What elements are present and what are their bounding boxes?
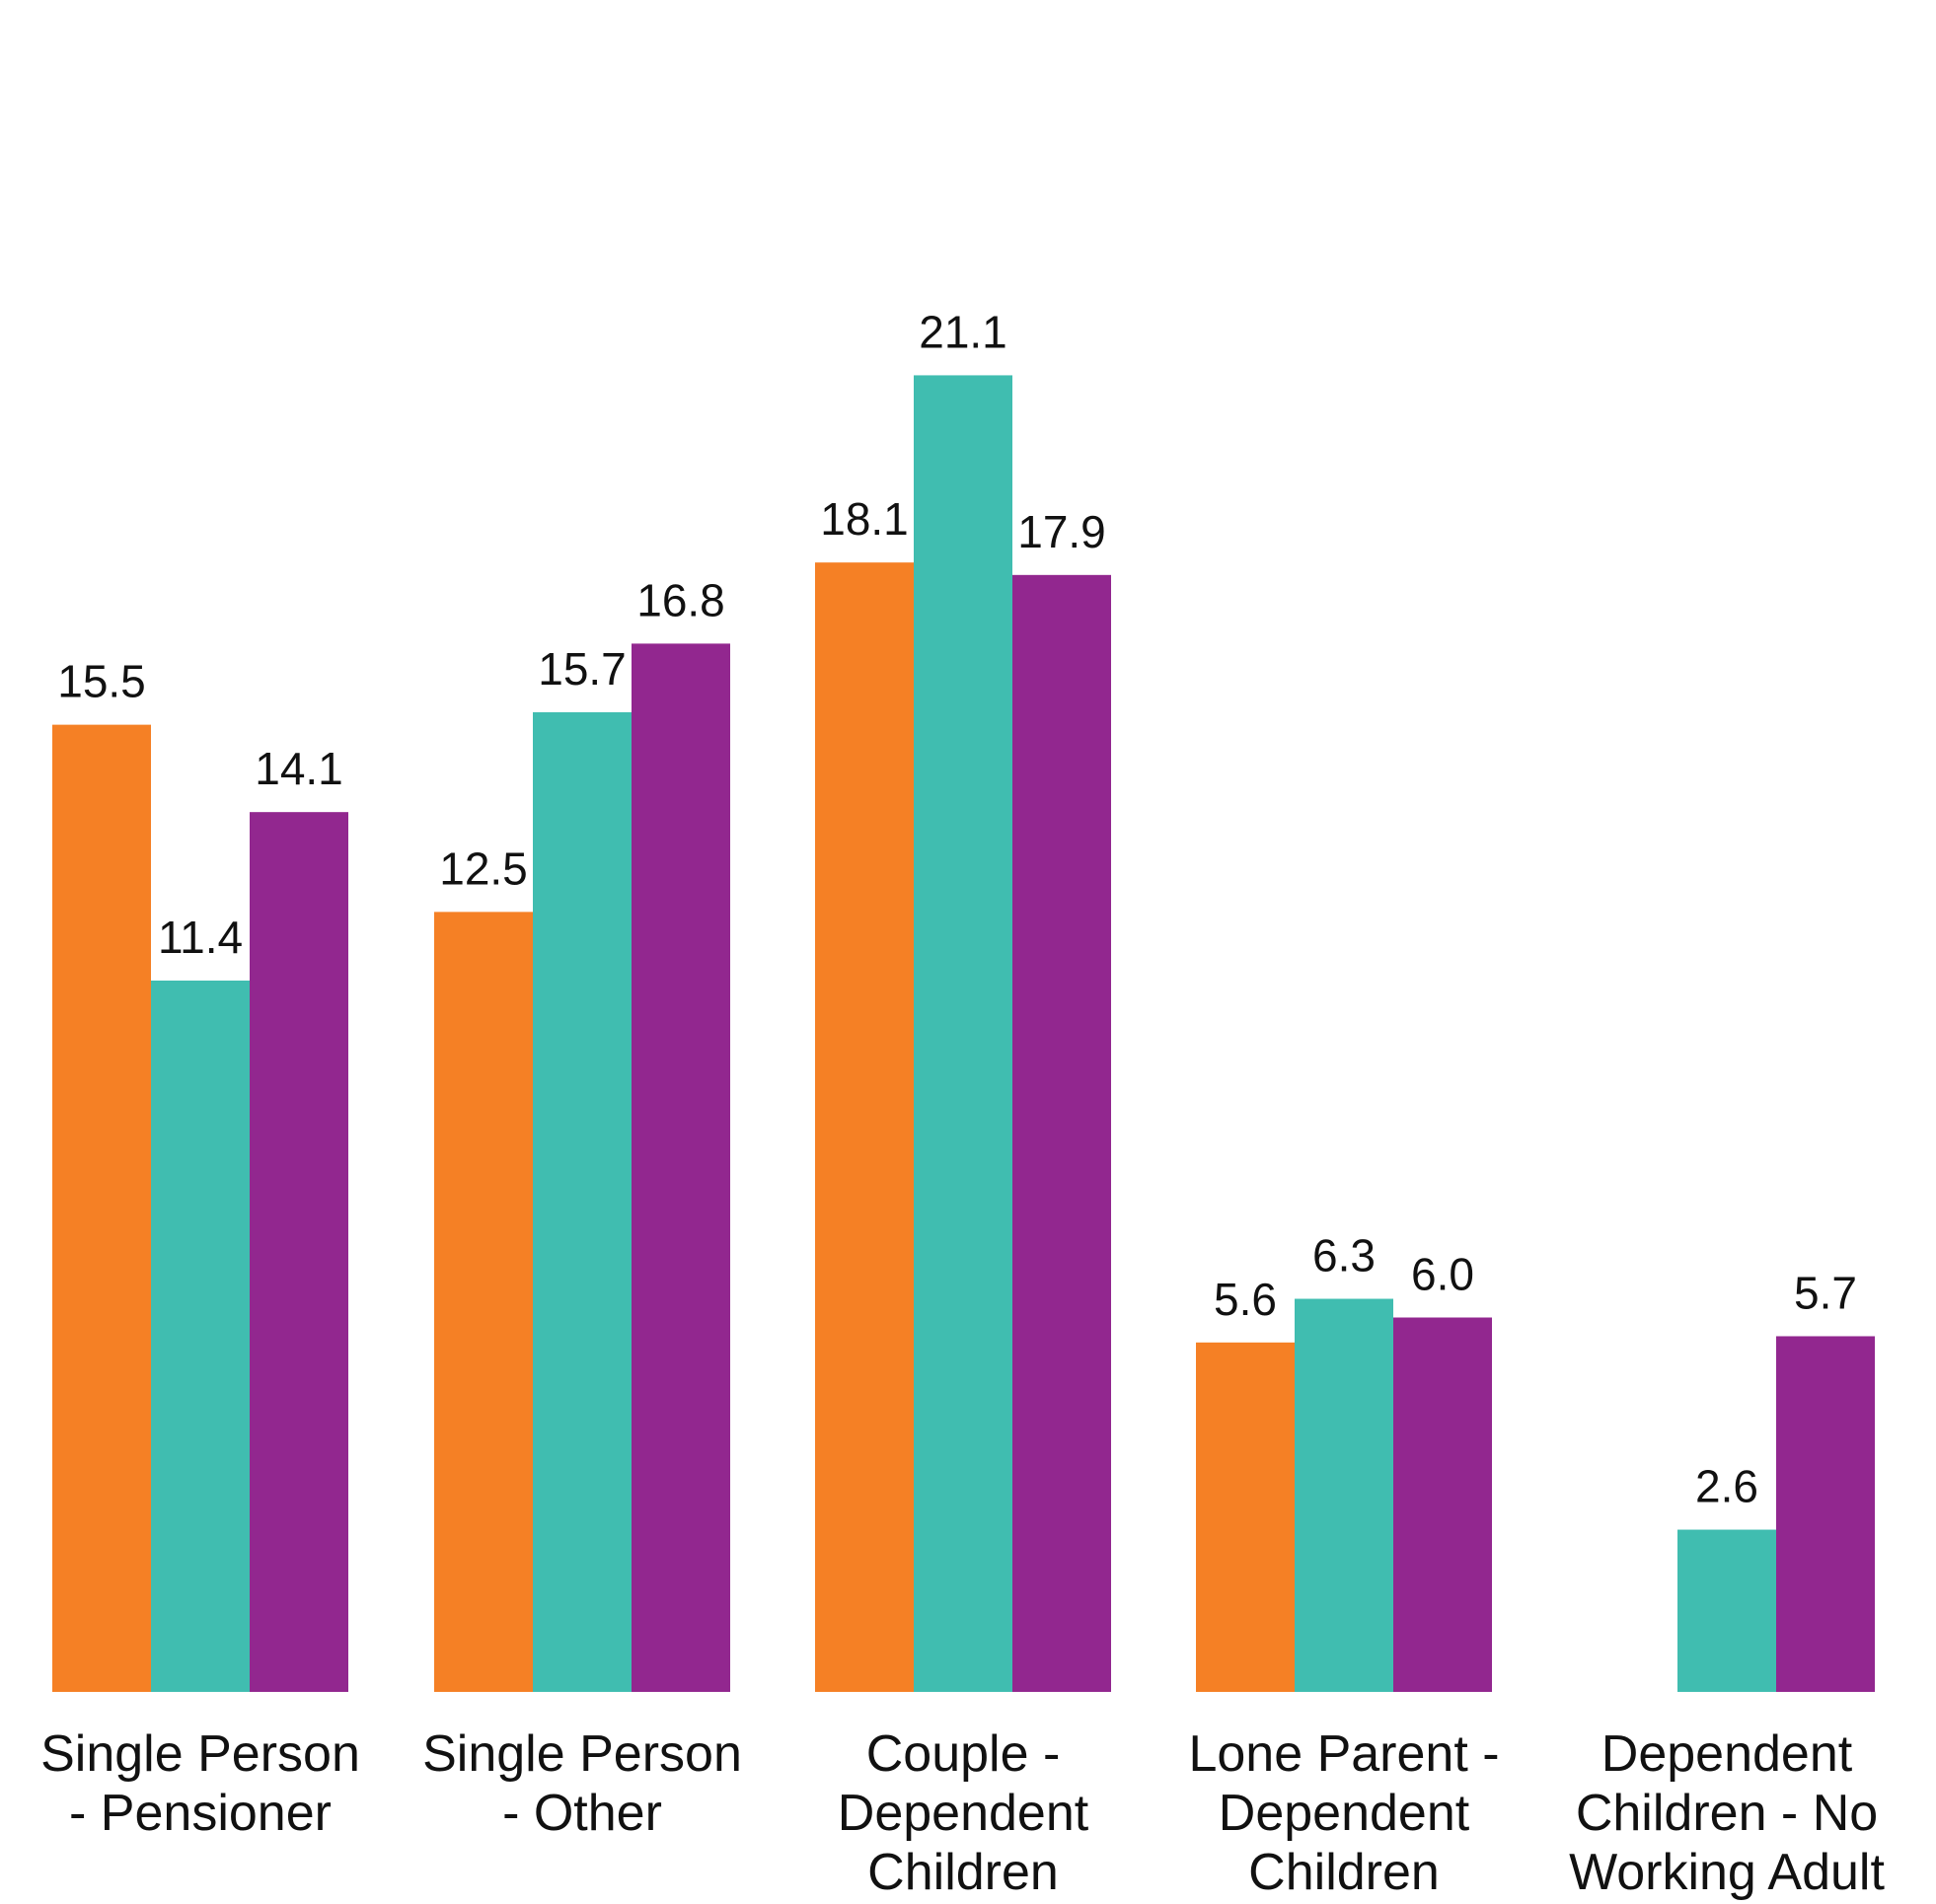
value-label-cat0-series0: 15.5 <box>57 656 146 707</box>
bar-cat1-series0 <box>434 912 533 1692</box>
category-label-3-line-2: Children <box>1248 1844 1440 1901</box>
value-label-cat0-series1: 11.4 <box>158 912 243 963</box>
bars-layer <box>52 375 1875 1693</box>
category-label-0-line-1: - Pensioner <box>69 1785 332 1842</box>
category-label-3-line-1: Dependent <box>1219 1785 1470 1842</box>
category-label-2: Couple -Dependent Children <box>838 1725 1089 1901</box>
value-label-cat1-series1: 15.7 <box>538 643 627 695</box>
value-label-cat3-series1: 6.3 <box>1312 1230 1376 1282</box>
value-label-cat3-series2: 6.0 <box>1411 1249 1474 1300</box>
category-label-1-line-1: - Other <box>502 1785 662 1842</box>
category-label-3: Lone Parent -Dependent Children <box>1188 1725 1499 1901</box>
category-label-2-line-1: Dependent <box>838 1785 1089 1842</box>
category-label-3-line-0: Lone Parent - <box>1188 1725 1499 1783</box>
bar-cat3-series1 <box>1295 1298 1393 1692</box>
bar-cat2-series0 <box>815 562 914 1692</box>
category-label-0: Single Person - Pensioner <box>40 1725 360 1842</box>
value-label-cat2-series2: 17.9 <box>1017 506 1106 557</box>
value-label-cat4-series2: 5.7 <box>1794 1267 1857 1318</box>
category-label-2-line-0: Couple - <box>866 1725 1061 1783</box>
value-label-cat1-series0: 12.5 <box>439 842 528 894</box>
category-label-0-line-0: Single Person <box>40 1725 360 1783</box>
value-label-cat2-series0: 18.1 <box>820 493 909 545</box>
category-label-1: Single Person - Other <box>422 1725 742 1842</box>
category-label-4-line-0: Dependent <box>1601 1725 1853 1783</box>
bar-cat1-series2 <box>632 643 730 1692</box>
value-labels-layer: 15.5 11.4 14.1 12.5 15.716.8 18.1 21.1 17.9 5.6 6… <box>57 306 1857 1511</box>
value-label-cat2-series1: 21.1 <box>919 306 1007 357</box>
category-label-4-line-2: Working Adult <box>1569 1844 1885 1901</box>
bar-cat4-series1 <box>1677 1529 1776 1692</box>
bar-cat4-series2 <box>1776 1336 1875 1692</box>
bar-cat0-series1 <box>151 980 250 1692</box>
value-label-cat0-series2: 14.1 <box>255 743 343 794</box>
bar-cat0-series0 <box>52 724 151 1692</box>
category-label-1-line-0: Single Person <box>422 1725 742 1783</box>
value-label-cat1-series2: 16.8 <box>636 574 725 625</box>
bar-cat2-series1 <box>914 375 1012 1692</box>
bar-cat0-series2 <box>250 812 348 1692</box>
category-label-2-line-2: Children <box>867 1844 1059 1901</box>
value-label-cat4-series1: 2.6 <box>1695 1461 1758 1512</box>
bar-cat3-series2 <box>1393 1317 1492 1692</box>
bar-cat1-series1 <box>533 711 632 1692</box>
bar-cat2-series2 <box>1012 574 1111 1693</box>
category-label-4: Dependent Children - No Working Adult <box>1569 1725 1885 1901</box>
bar-cat3-series0 <box>1196 1342 1295 1692</box>
category-label-4-line-1: Children - No <box>1576 1785 1878 1842</box>
value-label-cat3-series0: 5.6 <box>1214 1274 1277 1325</box>
